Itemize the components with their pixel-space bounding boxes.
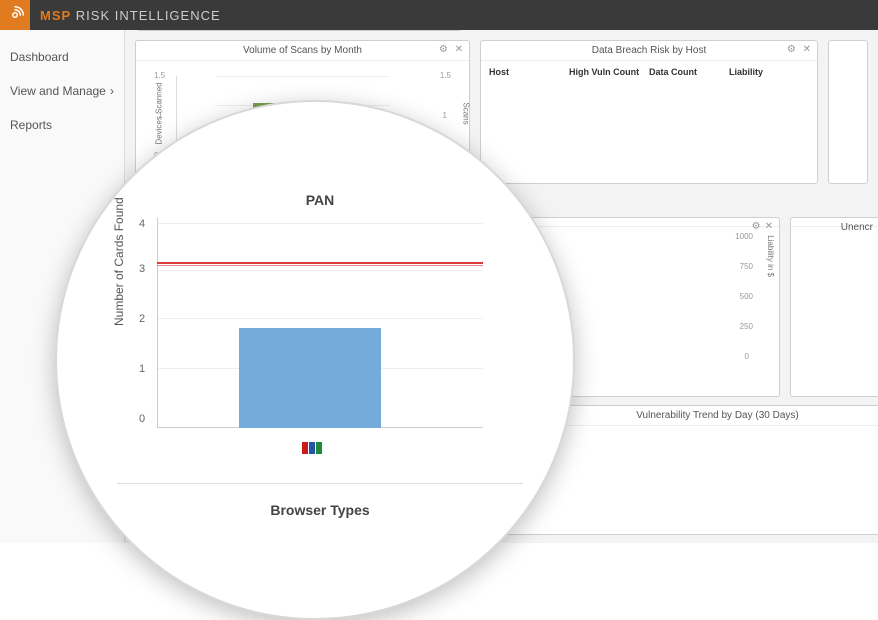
sidebar-item-dashboard[interactable]: Dashboard bbox=[0, 40, 124, 74]
pan-chart: 4 3 2 1 0 Number of Cards Found bbox=[117, 218, 523, 458]
jcb-card-icon bbox=[302, 442, 322, 454]
pan-blue-bar bbox=[239, 328, 381, 428]
panel-vuln-title: Vulnerability Trend by Day (30 Days) bbox=[636, 410, 798, 421]
chevron-right-icon: › bbox=[110, 84, 114, 98]
panel-breach-header: Data Breach Risk by Host ⚙ ✕ bbox=[481, 41, 817, 61]
col-host: Host bbox=[489, 67, 569, 77]
brand-prefix: MSP bbox=[40, 8, 71, 23]
brand-icon bbox=[0, 0, 30, 30]
browser-types-title: Browser Types bbox=[117, 483, 523, 518]
top-bar: MSP RISK INTELLIGENCE bbox=[0, 0, 878, 30]
gear-icon[interactable]: ⚙ bbox=[439, 44, 448, 55]
col-vuln: High Vuln Count bbox=[569, 67, 649, 77]
col-data: Data Count bbox=[649, 67, 729, 77]
panel-scans-header: Volume of Scans by Month ⚙ ✕ bbox=[136, 41, 469, 61]
panel-unencr: Unencr bbox=[790, 217, 878, 397]
pan-left-axis-label: Number of Cards Found bbox=[112, 197, 126, 326]
close-icon[interactable]: ✕ bbox=[455, 44, 463, 55]
gear-icon[interactable]: ⚙ bbox=[787, 44, 796, 55]
panel-fragment-right bbox=[828, 40, 868, 184]
brand-name: RISK INTELLIGENCE bbox=[76, 8, 221, 23]
zoom-lens: PAN 4 3 2 1 0 Number of Cards Found bbox=[55, 100, 575, 620]
panel-fragment bbox=[137, 30, 462, 31]
breach-table-header: Host High Vuln Count Data Count Liabilit… bbox=[481, 61, 817, 83]
close-icon[interactable]: ✕ bbox=[803, 44, 811, 55]
brand-title: MSP RISK INTELLIGENCE bbox=[40, 8, 221, 23]
pan-title: PAN bbox=[117, 192, 523, 208]
panel-breach-title: Data Breach Risk by Host bbox=[592, 45, 707, 56]
panel-scans-title: Volume of Scans by Month bbox=[243, 45, 362, 56]
col-liability: Liability bbox=[729, 67, 809, 77]
pan-red-line bbox=[157, 262, 483, 264]
